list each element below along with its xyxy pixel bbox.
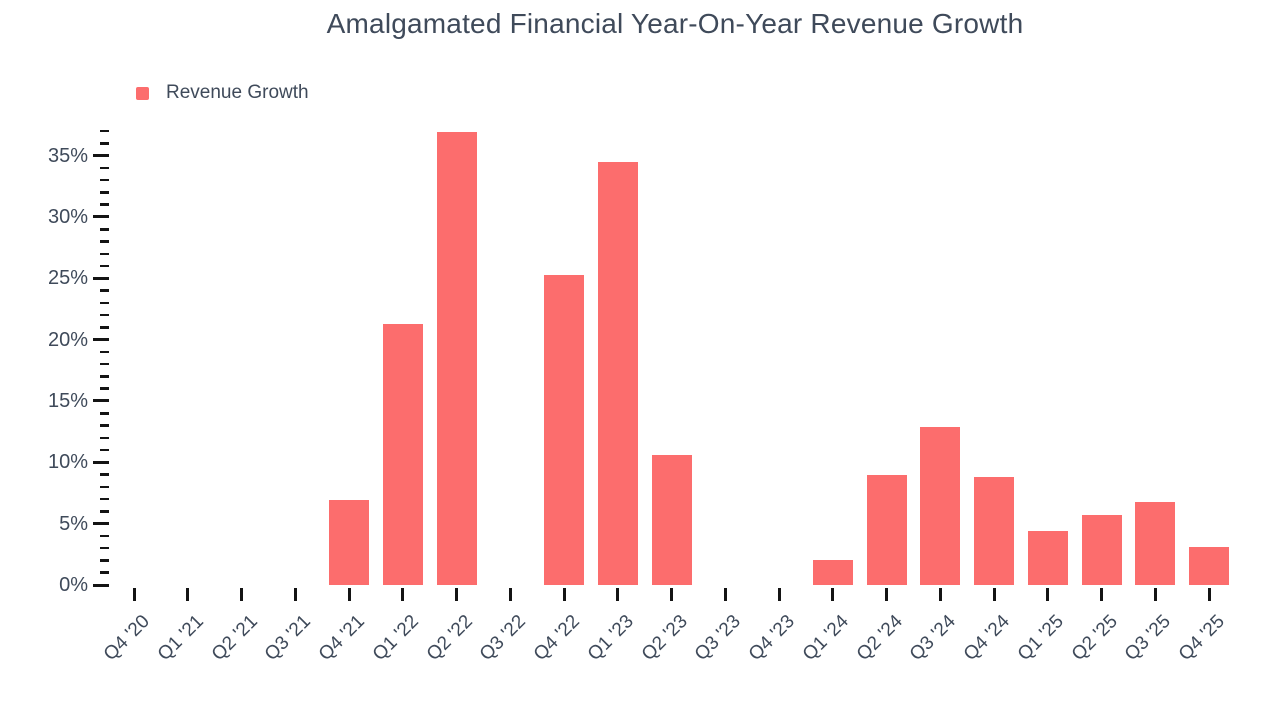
y-axis-minor-tick — [100, 571, 109, 574]
y-axis-minor-tick — [100, 387, 109, 390]
y-axis-minor-tick — [100, 350, 109, 354]
bar[interactable] — [651, 454, 692, 585]
y-axis-minor-tick — [100, 252, 109, 256]
y-axis-minor-tick — [100, 473, 109, 476]
y-axis-minor-tick — [100, 289, 109, 292]
y-axis-minor-tick — [100, 412, 109, 415]
y-axis-major-tick — [93, 460, 109, 464]
bar[interactable] — [1081, 515, 1122, 585]
y-axis-major-tick — [93, 399, 109, 403]
legend-item-revenue-growth[interactable]: Revenue Growth — [136, 82, 309, 104]
y-axis-minor-tick — [100, 228, 109, 231]
x-axis-tick — [401, 588, 405, 601]
y-axis-major-tick — [93, 522, 109, 526]
x-axis-tick — [938, 588, 942, 601]
x-axis-tick — [1153, 588, 1157, 601]
bar[interactable] — [382, 323, 423, 585]
legend-swatch-icon — [136, 86, 149, 100]
chart-title: Amalgamated Financial Year-On-Year Reven… — [326, 8, 1024, 39]
x-axis-tick — [293, 588, 297, 601]
bar[interactable] — [436, 132, 477, 585]
y-axis-minor-tick — [100, 166, 109, 170]
x-axis-tick — [347, 588, 351, 601]
x-axis-tick — [992, 588, 996, 601]
y-axis-minor-tick — [100, 559, 109, 562]
x-axis-tick — [723, 588, 727, 601]
bar[interactable] — [544, 274, 584, 585]
y-axis-minor-tick — [100, 375, 109, 378]
y-axis-minor-tick — [100, 129, 109, 133]
y-axis-minor-tick — [100, 203, 109, 206]
x-axis-tick — [1207, 588, 1211, 601]
y-axis-label: 15% — [47, 389, 88, 412]
y-axis-major-tick — [93, 583, 109, 587]
y-axis-minor-tick — [100, 436, 109, 440]
bar[interactable] — [1189, 546, 1229, 585]
x-axis-tick — [616, 588, 620, 601]
y-axis-minor-tick — [100, 313, 109, 317]
y-axis-major-tick — [93, 276, 109, 280]
x-axis-tick — [670, 588, 673, 601]
x-axis-tick — [1046, 588, 1050, 601]
bar[interactable] — [597, 161, 638, 585]
bar[interactable] — [812, 560, 853, 585]
y-axis-label: 20% — [47, 328, 88, 351]
y-axis-minor-tick — [100, 485, 109, 489]
bar[interactable] — [329, 500, 369, 585]
y-axis-minor-tick — [100, 264, 109, 268]
y-axis-minor-tick — [100, 301, 109, 305]
bar[interactable] — [920, 426, 961, 585]
x-axis-tick — [186, 588, 190, 601]
legend-label: Revenue Growth — [166, 82, 309, 103]
y-axis-minor-tick — [100, 510, 109, 513]
bar[interactable] — [1027, 531, 1068, 585]
y-axis-label: 5% — [59, 512, 88, 535]
y-axis-label: 35% — [47, 144, 88, 167]
y-axis-minor-tick — [100, 191, 109, 194]
x-axis-tick — [132, 588, 136, 601]
x-axis-tick — [240, 588, 243, 601]
y-axis-minor-tick — [100, 534, 109, 538]
bar[interactable] — [866, 474, 907, 585]
y-axis-label: 0% — [59, 574, 88, 596]
x-axis-tick — [562, 588, 566, 601]
y-axis-major-tick — [93, 338, 109, 342]
bar[interactable] — [974, 477, 1014, 585]
x-axis-tick — [885, 588, 888, 601]
y-axis-minor-tick — [100, 326, 109, 329]
y-axis-minor-tick — [100, 142, 109, 145]
y-axis-minor-tick — [100, 546, 109, 550]
y-axis-minor-tick — [100, 448, 109, 452]
y-axis-minor-tick — [100, 362, 109, 366]
y-axis-minor-tick — [100, 424, 109, 427]
y-axis-label: 10% — [47, 451, 88, 474]
y-axis-minor-tick — [100, 497, 109, 501]
y-axis-major-tick — [93, 154, 109, 158]
x-axis-tick — [831, 588, 835, 601]
y-axis-minor-tick — [100, 178, 109, 182]
y-axis-label: 30% — [47, 205, 88, 228]
y-axis-label: 25% — [47, 267, 88, 290]
x-axis-tick — [1100, 588, 1103, 601]
y-axis-minor-tick — [100, 240, 109, 243]
x-axis-tick — [777, 588, 781, 601]
y-axis-major-tick — [93, 215, 109, 219]
bar[interactable] — [1135, 501, 1176, 585]
x-axis-tick — [508, 588, 512, 601]
x-axis-tick — [455, 588, 458, 601]
